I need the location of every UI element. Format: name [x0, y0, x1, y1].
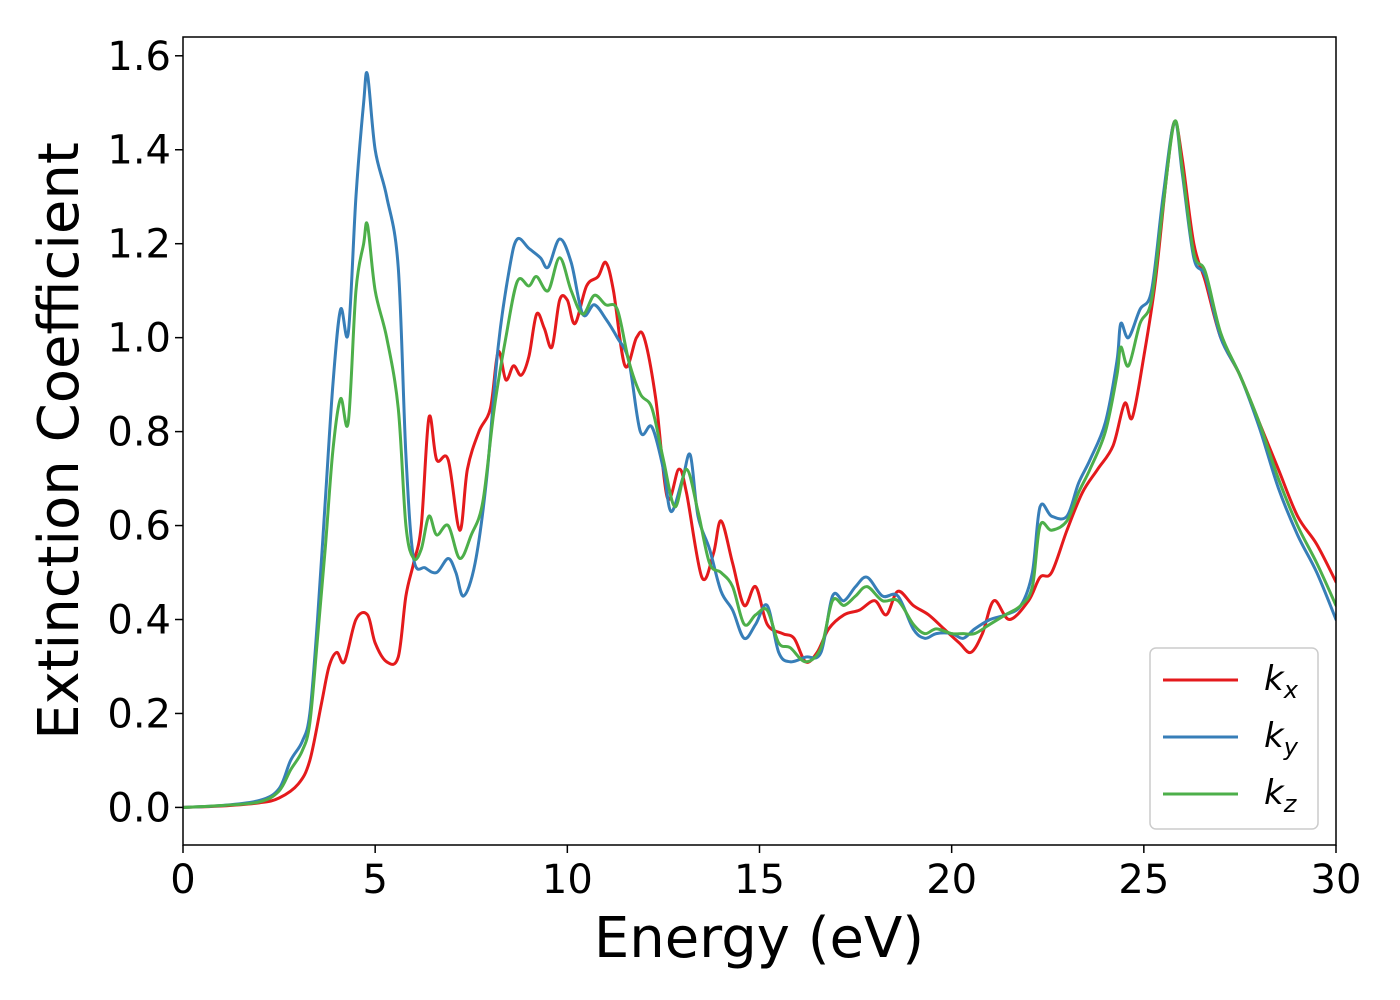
legend: kx ky kz — [1149, 647, 1319, 830]
x-tick-label: 25 — [1118, 857, 1169, 903]
y-axis-title: Extinction Coefficient — [27, 142, 92, 740]
series-layer — [183, 71, 1336, 809]
legend-entries: kx ky kz — [1163, 659, 1299, 818]
x-tick-label: 20 — [926, 857, 977, 903]
ticks-layer: 0 5 10 15 20 25 30 0.0 0.2 0.4 0.6 0.8 1.0 1.2 1.4 1.6 — [107, 34, 1361, 903]
legend-label-x: kx — [1264, 659, 1299, 704]
y-tick-label: 0.2 — [107, 691, 171, 737]
y-tick-label: 1.0 — [107, 316, 171, 362]
x-tick-label: 15 — [734, 857, 785, 903]
y-tick-label: 1.2 — [107, 222, 171, 268]
y-tick-label: 0.6 — [107, 504, 171, 550]
y-tick-label: 0.0 — [107, 785, 171, 831]
legend-label-z: kz — [1264, 773, 1298, 818]
x-tick-label: 0 — [170, 857, 195, 903]
x-axis-title: Energy (eV) — [594, 906, 924, 971]
y-tick-label: 0.4 — [107, 598, 171, 644]
x-tick-label: 10 — [542, 857, 593, 903]
series-line-k-z — [183, 119, 1336, 809]
y-tick-label: 1.4 — [107, 128, 171, 174]
x-tick-label: 5 — [362, 857, 387, 903]
y-tick-label: 0.8 — [107, 410, 171, 456]
y-tick-label: 1.6 — [107, 34, 171, 80]
x-tick-label: 30 — [1311, 857, 1362, 903]
legend-label-y: ky — [1264, 716, 1299, 761]
